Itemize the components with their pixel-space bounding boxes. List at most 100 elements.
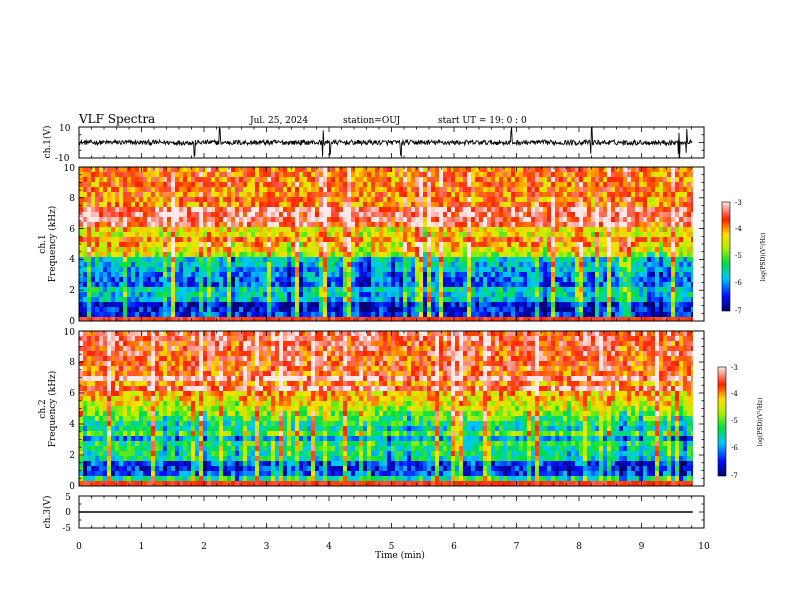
spectrogram-cell bbox=[459, 232, 464, 238]
spectrogram-cell bbox=[667, 277, 672, 283]
spectrogram-cell bbox=[547, 207, 552, 213]
spectrogram-cell bbox=[239, 212, 244, 218]
spectrogram-cell bbox=[183, 317, 188, 322]
spectrogram-cell bbox=[591, 212, 596, 218]
spectrogram-cell bbox=[303, 172, 308, 178]
spectrogram-cell bbox=[495, 222, 500, 228]
spectrogram-cell bbox=[455, 247, 460, 253]
spectrogram-cell bbox=[423, 297, 428, 303]
spectrogram-cell bbox=[495, 282, 500, 288]
spectrogram-cell bbox=[383, 182, 388, 188]
spectrogram-cell bbox=[403, 232, 408, 238]
spectrogram-cell bbox=[223, 292, 228, 298]
spectrogram-cell bbox=[687, 277, 692, 283]
spectrogram-cell bbox=[675, 212, 680, 218]
spectrogram-cell bbox=[283, 312, 288, 318]
spectrogram-cell bbox=[175, 217, 180, 223]
spectrogram-cell bbox=[179, 257, 184, 263]
spectrogram-cell bbox=[447, 187, 452, 193]
spectrogram-cell bbox=[175, 247, 180, 253]
spectrogram-cell bbox=[403, 287, 408, 293]
spectrogram-cell bbox=[395, 207, 400, 213]
spectrogram-cell bbox=[115, 212, 120, 218]
spectrogram-cell bbox=[571, 312, 576, 318]
spectrogram-cell bbox=[671, 207, 676, 213]
spectrogram-cell bbox=[415, 257, 420, 263]
spectrogram-cell bbox=[251, 242, 256, 248]
spectrogram-cell bbox=[175, 267, 180, 273]
spectrogram-cell bbox=[335, 207, 340, 213]
spectrogram-cell bbox=[651, 287, 656, 293]
spectrogram-cell bbox=[231, 257, 236, 263]
spectrogram-cell bbox=[299, 192, 304, 198]
spectrogram-cell bbox=[207, 252, 212, 258]
spectrogram-cell bbox=[131, 252, 136, 258]
spectrogram-cell bbox=[155, 177, 160, 183]
spectrogram-cell bbox=[483, 177, 488, 183]
spectrogram-cell bbox=[567, 237, 572, 243]
spectrogram-cell bbox=[291, 277, 296, 283]
spectrogram-cell bbox=[307, 187, 312, 193]
spectrogram-cell bbox=[295, 257, 300, 263]
spectrogram-cell bbox=[415, 187, 420, 193]
spectrogram-cell bbox=[399, 212, 404, 218]
spectrogram-cell bbox=[615, 207, 620, 213]
spectrogram-cell bbox=[91, 202, 96, 208]
spectrogram-cell bbox=[99, 237, 104, 243]
spectrogram-cell bbox=[671, 267, 676, 273]
spectrogram-cell bbox=[315, 312, 320, 318]
spectrogram-cell bbox=[455, 197, 460, 203]
spectrogram-cell bbox=[99, 252, 104, 258]
spectrogram-cell bbox=[339, 287, 344, 293]
spectrogram-cell bbox=[423, 277, 428, 283]
spectrogram-cell bbox=[587, 182, 592, 188]
spectrogram-cell bbox=[647, 232, 652, 238]
spectrogram-cell bbox=[131, 297, 136, 303]
spectrogram-cell bbox=[275, 272, 280, 278]
spectrogram-cell bbox=[227, 197, 232, 203]
spectrogram-cell bbox=[439, 182, 444, 188]
spectrogram-cell bbox=[191, 212, 196, 218]
spectrogram-cell bbox=[487, 212, 492, 218]
spectrogram-cell bbox=[243, 267, 248, 273]
spectrogram-cell bbox=[647, 192, 652, 198]
spectrogram-cell bbox=[579, 187, 584, 193]
spectrogram-cell bbox=[343, 317, 348, 322]
spectrogram-cell bbox=[443, 242, 448, 248]
spectrogram-cell bbox=[79, 292, 84, 298]
spectrogram-cell bbox=[223, 212, 228, 218]
spectrogram-cell bbox=[371, 227, 376, 233]
spectrogram-cell bbox=[595, 247, 600, 253]
spectrogram-cell bbox=[243, 257, 248, 263]
spectrogram-cell bbox=[287, 202, 292, 208]
spectrogram-cell bbox=[399, 217, 404, 223]
spectrogram-cell bbox=[571, 182, 576, 188]
spectrogram-cell bbox=[675, 257, 680, 263]
spectrogram-cell bbox=[523, 192, 528, 198]
spectrogram-cell bbox=[651, 222, 656, 228]
spectrogram-cell bbox=[103, 247, 108, 253]
spectrogram-cell bbox=[311, 232, 316, 238]
spectrogram-cell bbox=[291, 167, 296, 173]
spectrogram-cell bbox=[407, 292, 412, 298]
spectrogram-cell bbox=[155, 287, 160, 293]
spectrogram-cell bbox=[231, 222, 236, 228]
spectrogram-cell bbox=[159, 312, 164, 318]
spectrogram-cell bbox=[447, 242, 452, 248]
spectrogram-cell bbox=[563, 272, 568, 278]
spectrogram-cell bbox=[151, 267, 156, 273]
spectrogram-cell bbox=[527, 307, 532, 313]
spectrogram-cell bbox=[423, 172, 428, 178]
spectrogram-cell bbox=[651, 317, 656, 322]
spectrogram-cell bbox=[675, 312, 680, 318]
spectrogram-cell bbox=[663, 292, 668, 298]
spectrogram-cell bbox=[291, 272, 296, 278]
spectrogram-cell bbox=[467, 172, 472, 178]
spectrogram-cell bbox=[591, 272, 596, 278]
spectrogram-cell bbox=[235, 227, 240, 233]
spectrogram-cell bbox=[543, 227, 548, 233]
spectrogram-cell bbox=[295, 292, 300, 298]
spectrogram-cell bbox=[499, 182, 504, 188]
spectrogram-cell bbox=[223, 227, 228, 233]
spectrogram-cell bbox=[635, 317, 640, 322]
